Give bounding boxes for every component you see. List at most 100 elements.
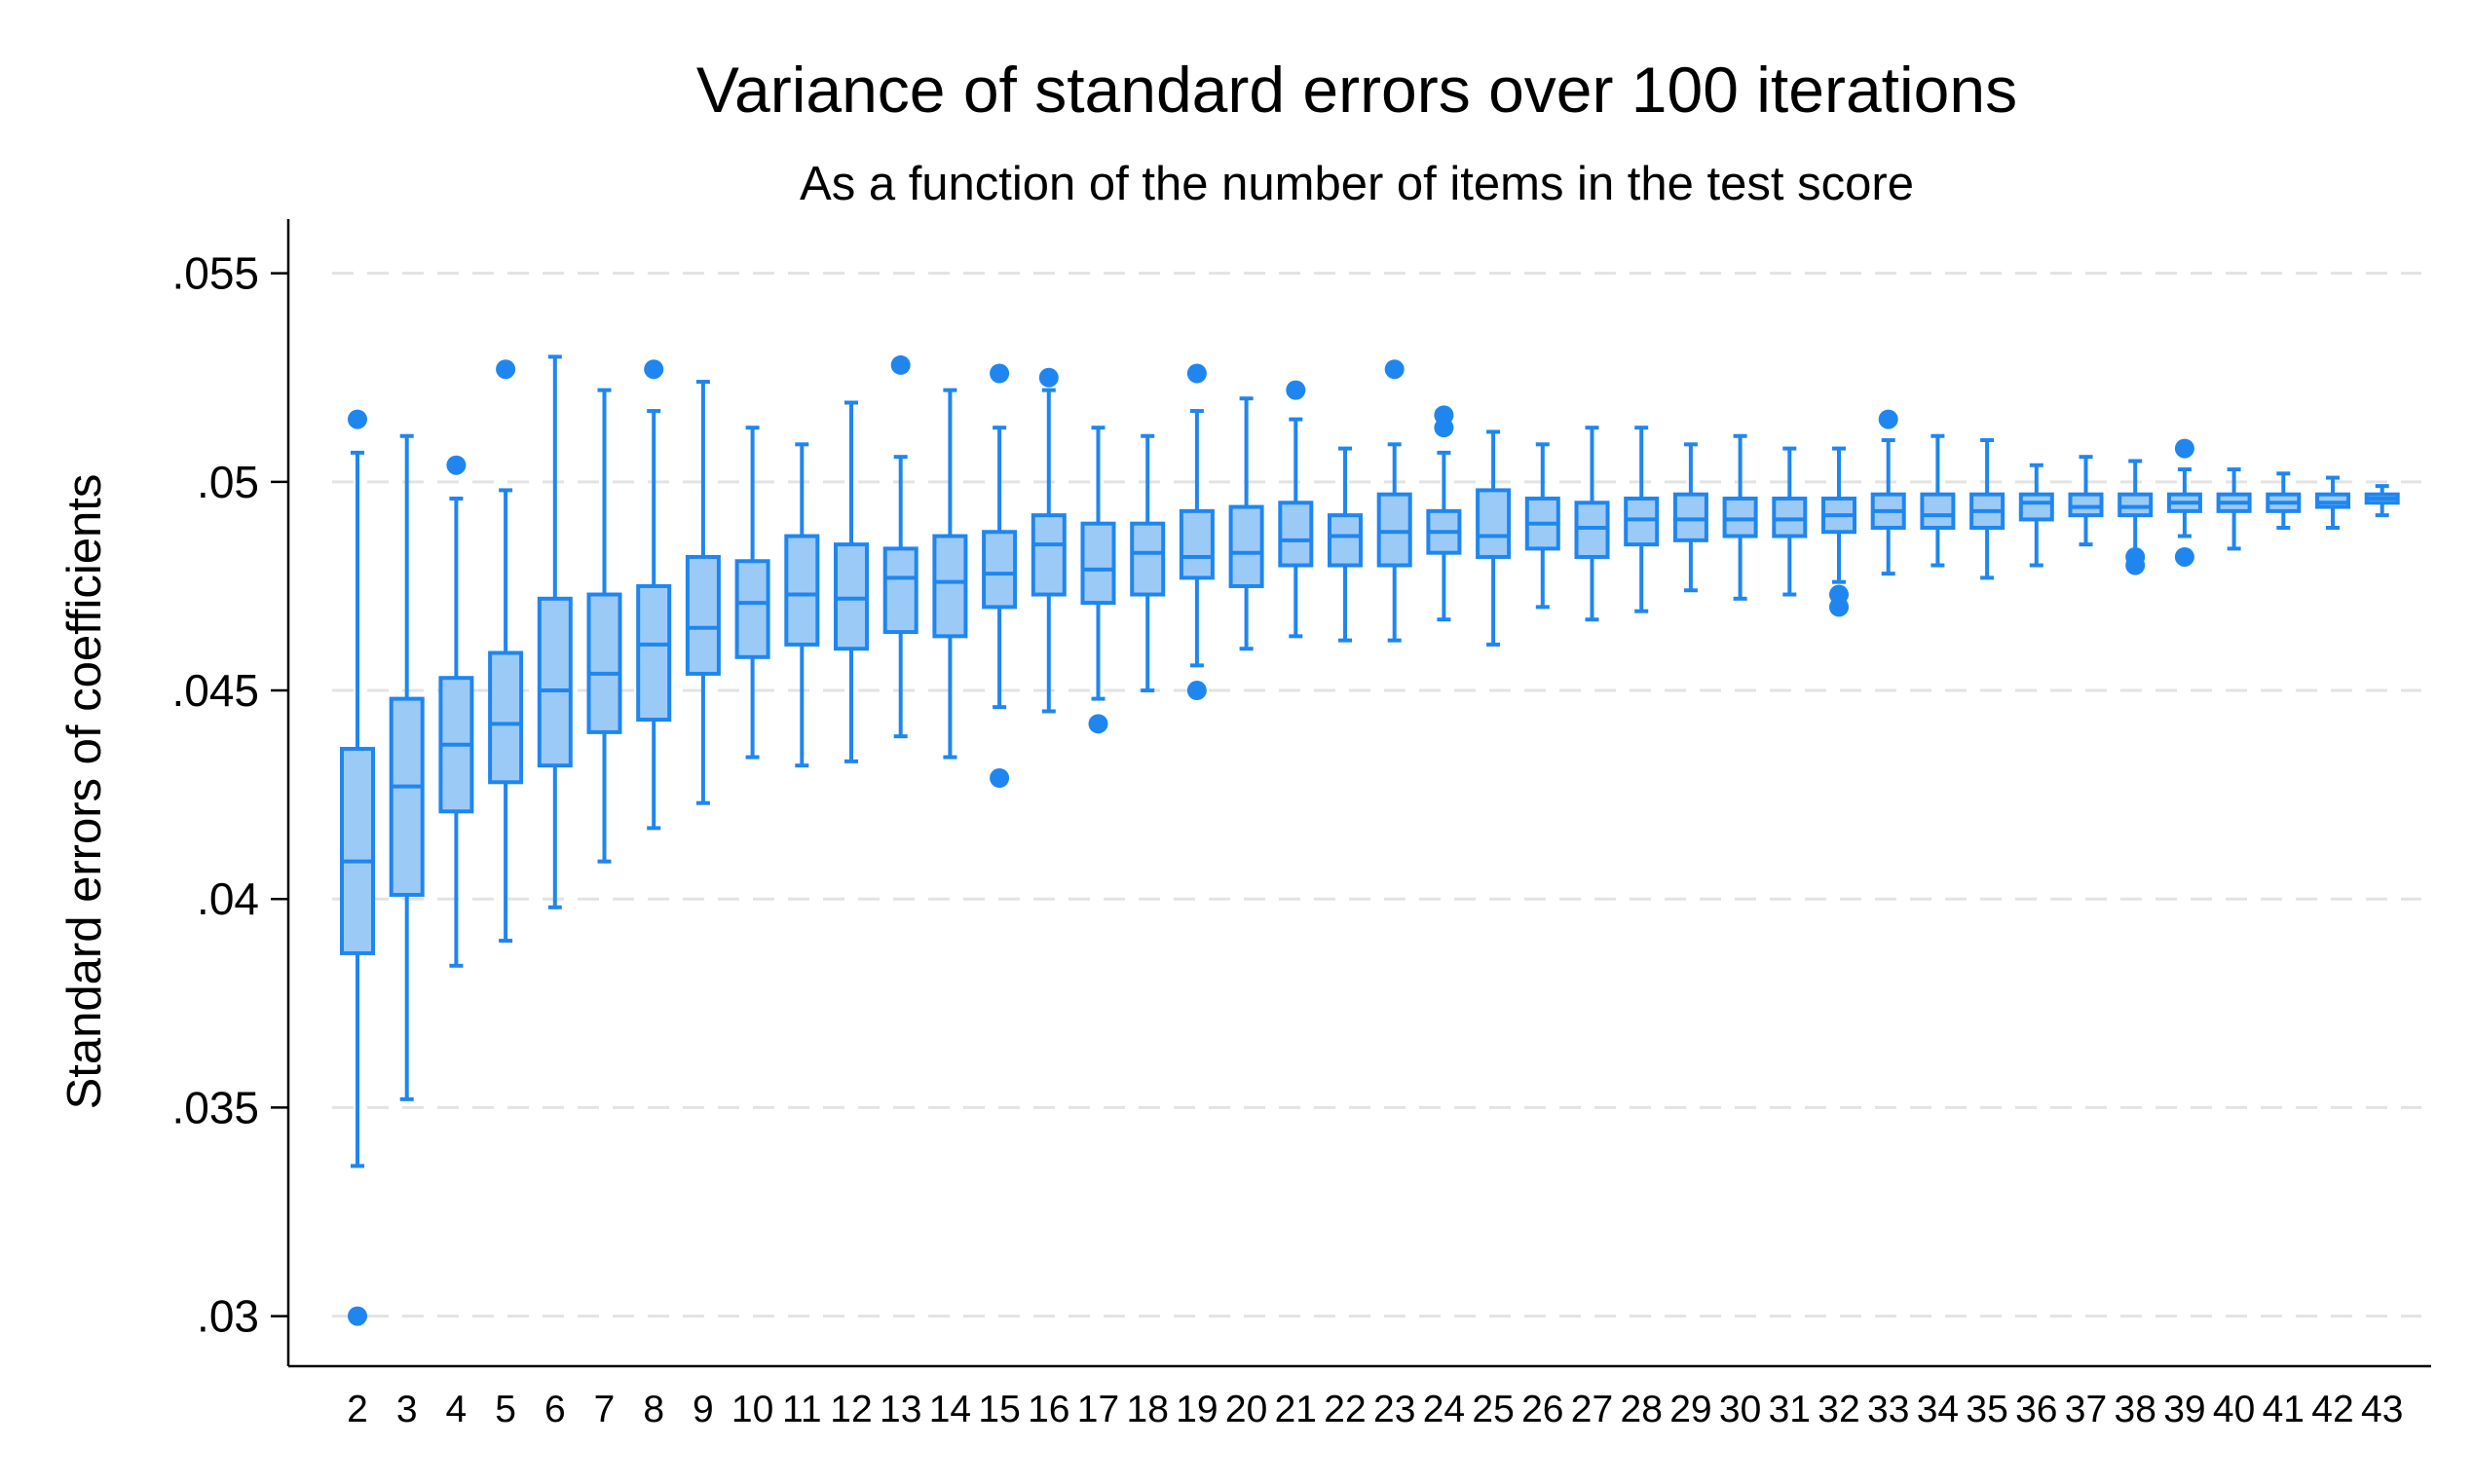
x-tick-label: 3 — [396, 1389, 418, 1430]
iqr-box — [488, 650, 524, 785]
iqr-box — [1278, 501, 1314, 568]
x-tick-label: 16 — [1028, 1389, 1069, 1430]
box-group — [2018, 463, 2054, 568]
iqr-box — [636, 583, 672, 723]
x-tick-label: 24 — [1423, 1389, 1465, 1430]
box-group — [932, 388, 968, 760]
box-group — [1031, 367, 1067, 714]
x-tick-label: 12 — [830, 1389, 872, 1430]
box-group — [2166, 438, 2202, 567]
iqr-box — [2315, 492, 2350, 509]
x-tick-label: 21 — [1275, 1389, 1317, 1430]
x-tick-label: 15 — [978, 1389, 1020, 1430]
iqr-box — [1476, 488, 1512, 559]
iqr-box — [784, 534, 820, 647]
outlier-point — [1434, 418, 1454, 438]
box-group — [1672, 442, 1708, 593]
box-group — [586, 388, 622, 864]
iqr-box — [1772, 497, 1808, 538]
x-tick-label: 4 — [446, 1389, 468, 1430]
outlier-point — [890, 354, 911, 375]
outlier-point — [1829, 597, 1849, 617]
gridlines — [332, 272, 2421, 1318]
box-group — [488, 359, 524, 944]
x-tick-label: 2 — [347, 1389, 368, 1430]
outlier-point — [2174, 546, 2194, 567]
box-group — [438, 455, 474, 968]
iqr-box — [1574, 501, 1610, 559]
y-axis-label: Standard errors of coefficients — [58, 474, 111, 1110]
iqr-box — [340, 747, 375, 955]
x-tick-label: 27 — [1571, 1389, 1613, 1430]
x-tick-label: 5 — [495, 1389, 516, 1430]
iqr-box — [1624, 497, 1660, 547]
outlier-point — [2174, 438, 2194, 459]
box-group — [2364, 484, 2400, 518]
x-tick-label: 11 — [782, 1389, 822, 1430]
x-tick-label: 22 — [1324, 1389, 1366, 1430]
x-tick-label: 23 — [1373, 1389, 1415, 1430]
iqr-box — [1672, 492, 1708, 542]
box-group — [1920, 433, 1956, 568]
axes: .03 .035 .04 .045 .05 .055 — [171, 219, 2431, 1368]
x-tick-label: 29 — [1669, 1389, 1711, 1430]
box-group — [1821, 446, 1856, 617]
iqr-box — [537, 596, 573, 768]
box-group — [2315, 475, 2350, 530]
box-group — [1278, 380, 1314, 639]
box-group — [784, 442, 820, 768]
iqr-box — [932, 534, 968, 639]
box-group — [2118, 459, 2154, 575]
iqr-box — [834, 542, 869, 651]
box-group — [1870, 409, 1906, 576]
x-tick-label: 38 — [2115, 1389, 2156, 1430]
x-tick-label: 30 — [1719, 1389, 1761, 1430]
y-tick-label: .03 — [197, 1291, 259, 1342]
box-group — [685, 380, 721, 805]
outlier-point — [990, 768, 1010, 789]
chart-subtitle: As a function of the number of items in … — [800, 158, 1914, 210]
outlier-point — [446, 455, 467, 475]
box-group — [1376, 359, 1412, 643]
x-tick-label: 33 — [1867, 1389, 1909, 1430]
y-tick-label: .035 — [171, 1082, 259, 1132]
x-tick-label: 25 — [1472, 1389, 1514, 1430]
x-tick-label: 9 — [693, 1389, 714, 1430]
box-group — [636, 359, 672, 831]
outlier-point — [1186, 681, 1207, 701]
x-tick-label: 31 — [1769, 1389, 1811, 1430]
iqr-box — [1376, 492, 1412, 568]
iqr-box — [2018, 492, 2054, 522]
iqr-box — [1130, 521, 1166, 597]
iqr-box — [2118, 492, 2154, 518]
iqr-box — [1328, 513, 1363, 568]
box-group — [882, 354, 918, 739]
boxes — [340, 354, 2400, 1326]
iqr-box — [1228, 504, 1264, 588]
outlier-point — [348, 1306, 367, 1326]
x-tick-label: 34 — [1917, 1389, 1959, 1430]
iqr-box — [1031, 513, 1067, 597]
box-group — [1228, 396, 1264, 651]
box-group — [2068, 455, 2104, 547]
outlier-point — [1186, 363, 1207, 384]
iqr-box — [2068, 492, 2104, 518]
box-group — [537, 354, 573, 909]
outlier-point — [348, 409, 367, 429]
y-tick-label: .05 — [197, 457, 259, 507]
iqr-box — [1080, 521, 1116, 606]
x-tick-label: 18 — [1127, 1389, 1169, 1430]
box-group — [340, 409, 375, 1326]
outlier-point — [1286, 380, 1306, 400]
box-group — [1130, 433, 1166, 693]
x-tick-label: 43 — [2361, 1389, 2403, 1430]
iqr-box — [685, 554, 721, 676]
box-group — [734, 426, 770, 760]
x-tick-label: 17 — [1077, 1389, 1119, 1430]
box-group — [1524, 442, 1560, 610]
x-tick-label: 19 — [1176, 1389, 1218, 1430]
x-tick-label: 13 — [880, 1389, 921, 1430]
box-group — [1426, 405, 1462, 622]
x-tick-label: 6 — [544, 1389, 566, 1430]
box-group — [1969, 438, 2005, 580]
